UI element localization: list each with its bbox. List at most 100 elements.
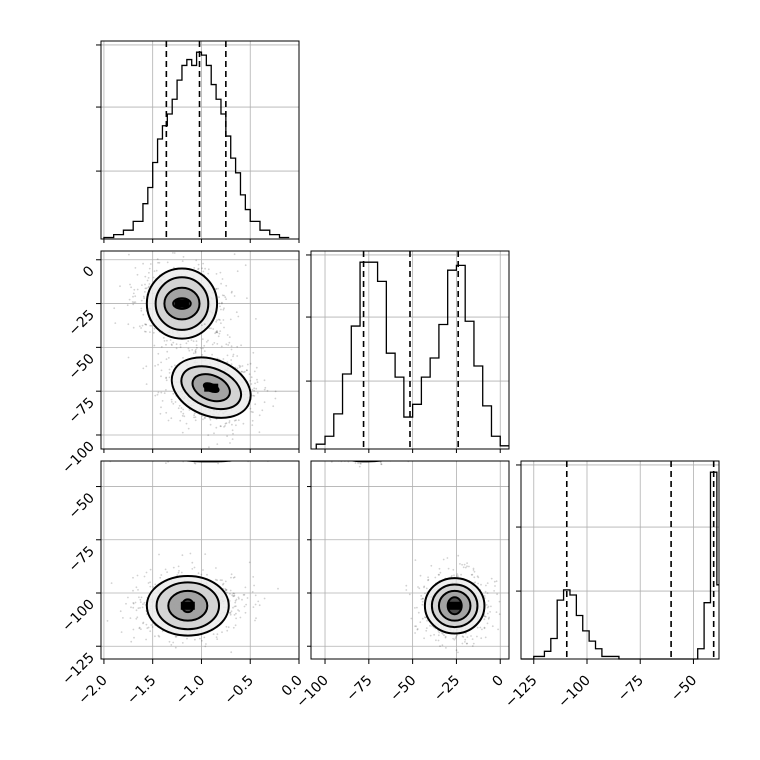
sample-point — [208, 417, 211, 420]
sample-point — [212, 447, 214, 449]
sample-point — [344, 452, 346, 454]
contour-line — [170, 356, 252, 419]
sample-point — [145, 365, 148, 368]
sample-point — [210, 327, 212, 330]
sample-point — [354, 456, 356, 458]
sample-point — [477, 576, 480, 579]
sample-point — [350, 454, 352, 456]
sample-point — [392, 451, 394, 453]
sample-point — [425, 587, 428, 590]
sample-point — [364, 451, 366, 453]
sample-point — [353, 451, 355, 453]
sample-point — [295, 450, 297, 452]
sample-point — [324, 454, 326, 456]
sample-point — [375, 450, 377, 452]
sample-point — [165, 444, 167, 446]
sample-point — [132, 326, 135, 329]
sample-point — [136, 574, 139, 577]
sample-point — [369, 454, 371, 456]
sample-point — [366, 455, 368, 457]
sample-point — [195, 259, 198, 262]
sample-point — [260, 450, 262, 452]
sample-point — [187, 427, 190, 430]
sample-point — [140, 299, 143, 302]
sample-point — [390, 451, 392, 453]
sample-point — [232, 355, 234, 358]
sample-point — [127, 253, 130, 256]
sample-point — [367, 455, 369, 457]
sample-point — [373, 457, 375, 459]
sample-point — [371, 452, 373, 454]
sample-point — [338, 453, 340, 455]
sample-point — [355, 456, 357, 458]
sample-point — [346, 451, 348, 453]
sample-point — [237, 451, 239, 453]
sample-point — [172, 641, 175, 644]
sample-point — [133, 636, 135, 639]
sample-point — [237, 454, 239, 456]
sample-point — [140, 327, 143, 329]
sample-point — [214, 446, 216, 448]
sample-point — [209, 454, 211, 456]
sample-point — [486, 622, 489, 625]
sample-point — [263, 379, 266, 382]
sample-point — [374, 454, 376, 456]
sample-point — [352, 447, 354, 449]
sample-point — [193, 457, 195, 459]
sample-point — [235, 455, 237, 457]
sample-point — [154, 583, 157, 586]
sample-point — [209, 452, 211, 454]
sample-point — [238, 450, 240, 452]
sample-point — [439, 571, 442, 574]
sample-point — [168, 376, 171, 379]
sample-point — [173, 252, 176, 254]
sample-point — [353, 450, 355, 452]
sample-point — [197, 263, 200, 266]
contour-line — [172, 297, 192, 310]
sample-point — [209, 455, 211, 457]
sample-point — [191, 454, 193, 456]
sample-point — [241, 450, 243, 452]
sample-point — [192, 452, 194, 454]
sample-point — [351, 454, 353, 456]
sample-point — [160, 455, 162, 457]
sample-point — [229, 452, 231, 454]
sample-point — [424, 616, 426, 619]
sample-point — [185, 422, 188, 425]
sample-point — [426, 619, 428, 622]
sample-point — [242, 446, 244, 448]
hist-outline — [103, 51, 290, 239]
sample-point — [364, 451, 366, 453]
sample-point — [326, 454, 328, 456]
sample-point — [345, 453, 347, 455]
density-peak — [204, 383, 219, 392]
sample-point — [237, 596, 240, 599]
sample-point — [228, 341, 231, 344]
sample-point — [176, 446, 178, 448]
panel-frame — [100, 460, 300, 660]
sample-point — [439, 645, 441, 647]
sample-point — [353, 458, 355, 460]
sample-point — [202, 458, 204, 460]
sample-point — [186, 455, 188, 457]
x-tick-label: −75 — [615, 673, 647, 705]
sample-point — [350, 443, 352, 445]
sample-point — [393, 453, 395, 455]
sample-point — [371, 455, 373, 457]
sample-point — [179, 455, 181, 457]
density-level — [193, 461, 225, 462]
sample-point — [356, 454, 358, 456]
sample-point — [375, 455, 377, 457]
sample-point — [242, 371, 245, 374]
sample-point — [209, 418, 212, 421]
sample-point — [207, 434, 210, 436]
sample-point — [224, 425, 226, 427]
sample-point — [191, 458, 193, 460]
sample-point — [358, 454, 360, 456]
sample-point — [358, 465, 361, 468]
sample-point — [254, 450, 256, 452]
sample-point — [269, 452, 271, 454]
sample-point — [485, 604, 488, 606]
sample-point — [166, 350, 169, 353]
sample-point — [379, 452, 381, 454]
